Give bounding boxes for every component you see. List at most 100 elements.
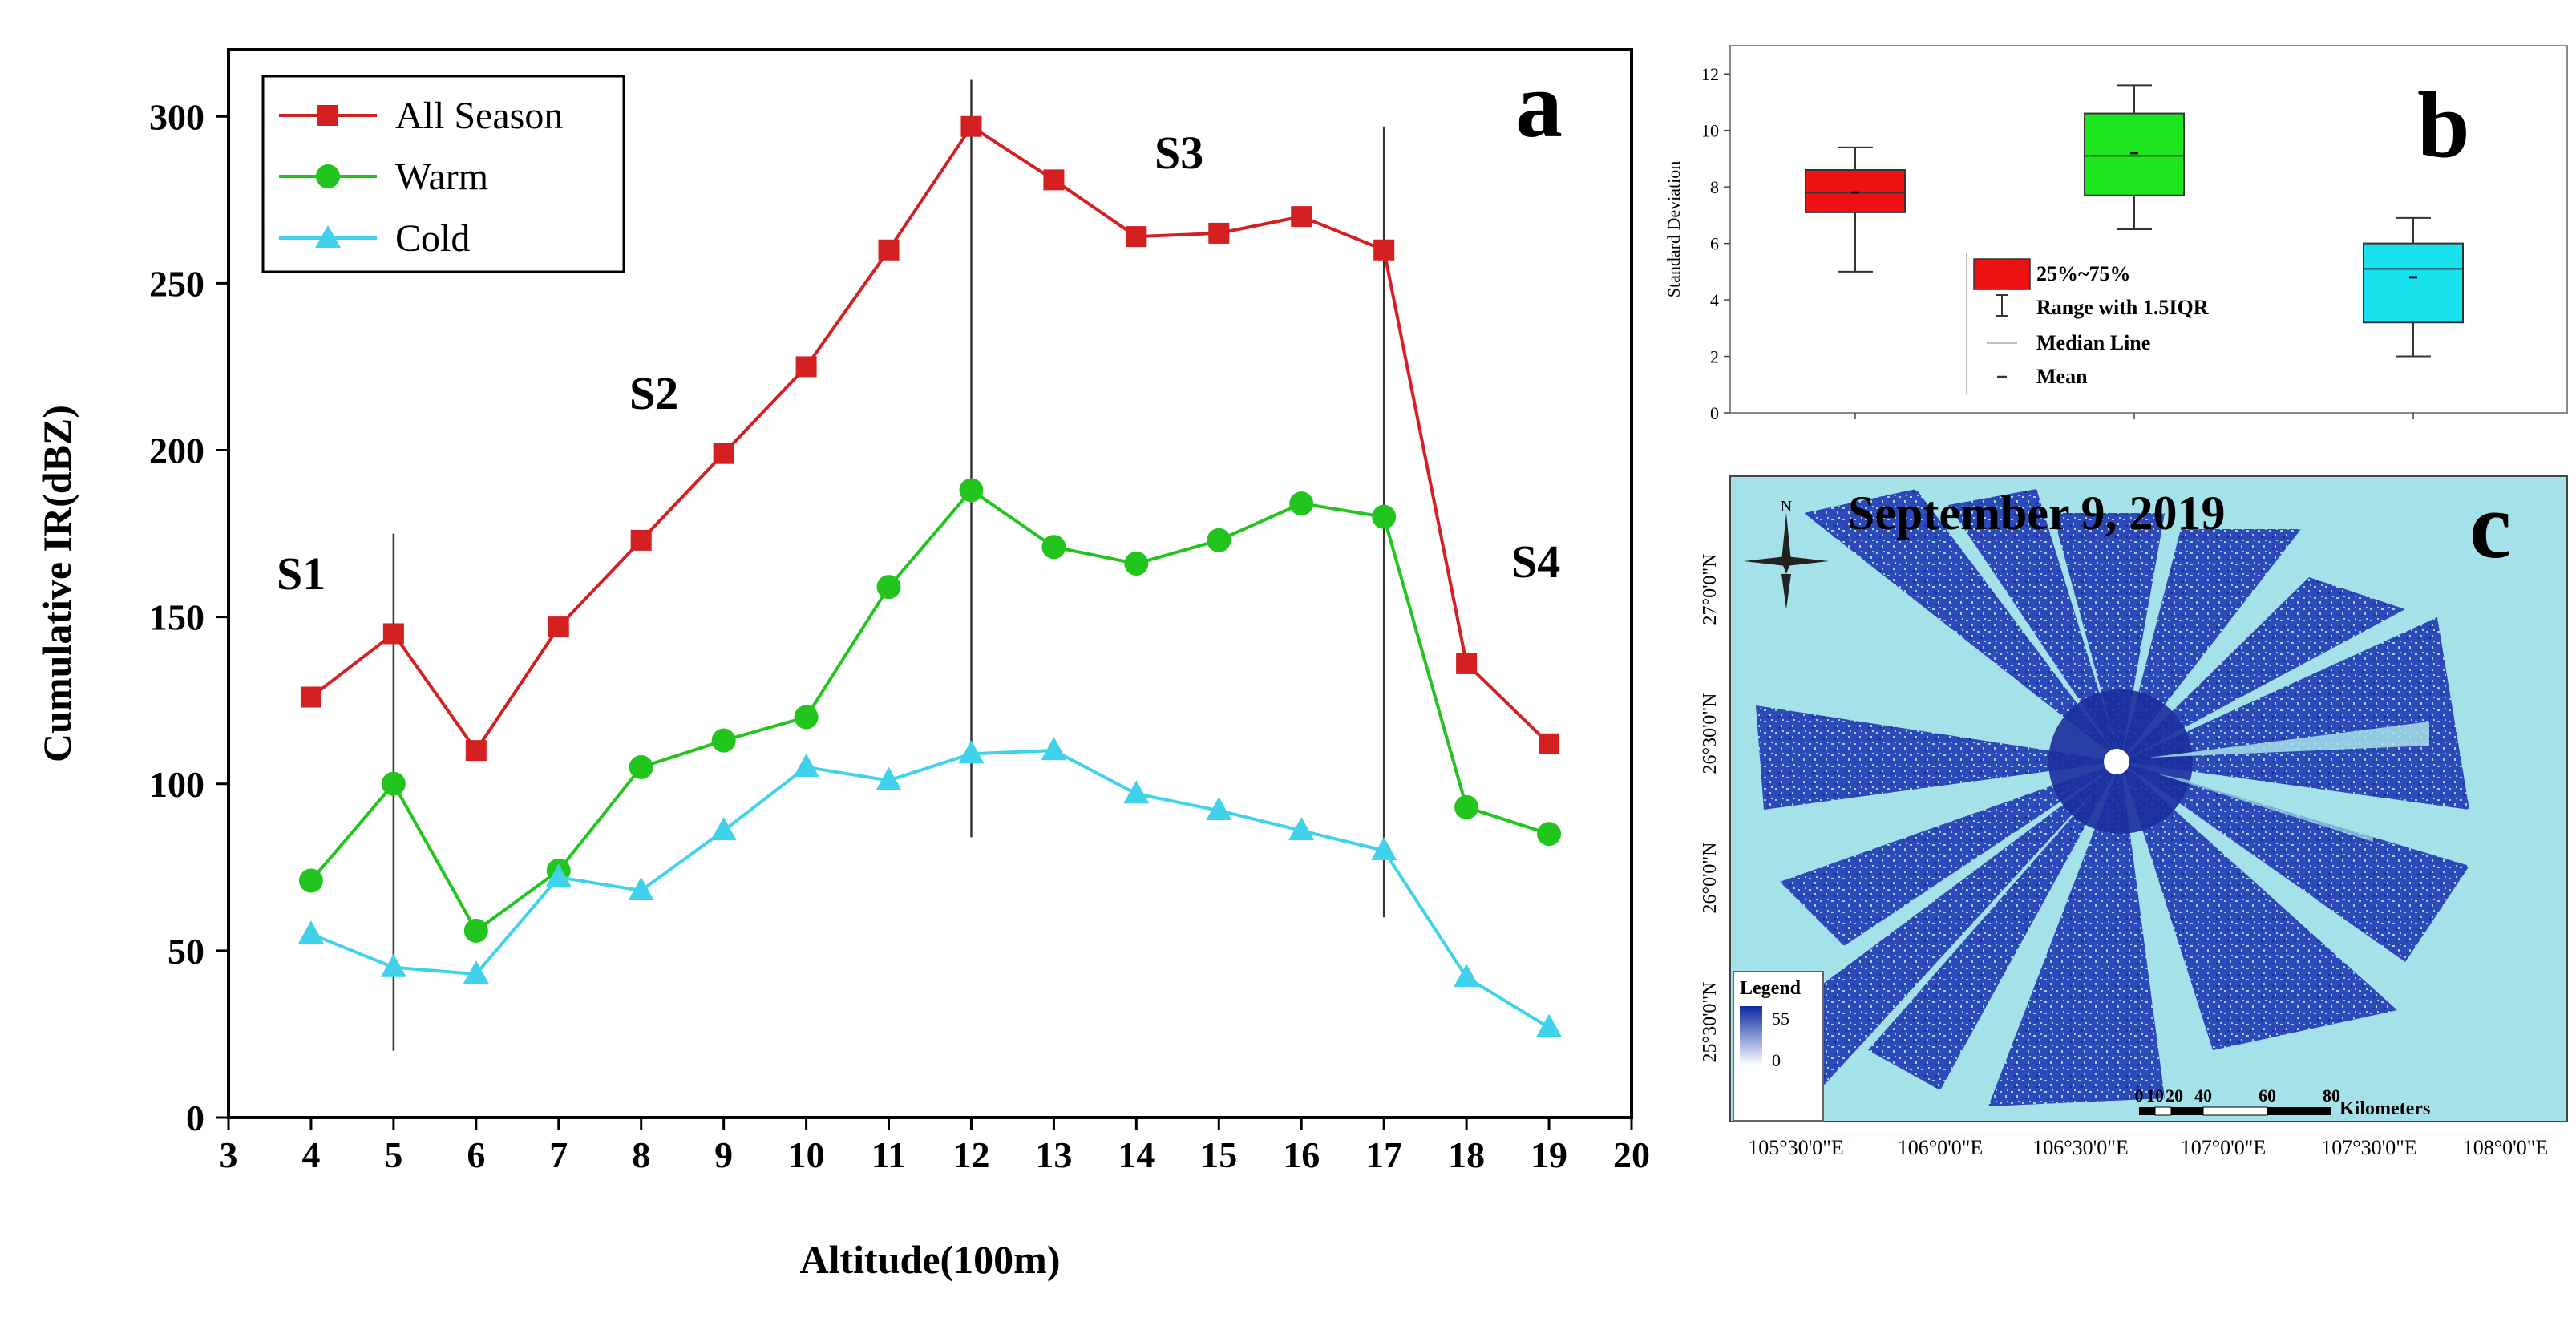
x-tick-label: 16 <box>1283 1134 1320 1175</box>
lat-label-27-0: 27°0'0"N <box>1700 553 1721 625</box>
x-tick-label: 6 <box>467 1134 485 1175</box>
data-point-cold <box>1041 737 1067 761</box>
panel-b-box-chart: 0 2 4 6 8 10 12 Standard Deviation b 25%~75% R… <box>1664 45 2568 423</box>
data-point-all-season <box>878 239 900 261</box>
legend-marker-all-season <box>317 105 338 126</box>
y-tick-label: 0 <box>186 1098 204 1138</box>
data-point-all-season <box>465 740 487 762</box>
scale-unit-label: Kilometers <box>2339 1098 2430 1119</box>
x-tick-label: 5 <box>384 1134 402 1175</box>
legend-label-range: Range with 1.5IQR <box>2036 296 2209 319</box>
scale-tick-40: 40 <box>2194 1085 2212 1106</box>
x-tick-label: 20 <box>1613 1134 1650 1175</box>
annotation-s2: S2 <box>629 367 678 419</box>
lon-label-107-0: 107°0'0"E <box>2181 1136 2267 1159</box>
data-point-cold <box>876 766 902 790</box>
data-point-cold <box>1371 837 1397 860</box>
plot-b-boxes <box>1805 84 2464 358</box>
plot-b-legend: 25%~75% Range with 1.5IQR Median Line Me… <box>1966 253 2209 394</box>
data-point-cold <box>1123 780 1150 804</box>
data-point-cold <box>463 960 489 984</box>
x-tick-label: 10 <box>788 1134 825 1175</box>
lon-label-106-30: 106°30'0"E <box>2032 1136 2129 1159</box>
data-point-warm <box>1207 528 1231 552</box>
data-point-all-season <box>1373 239 1395 261</box>
data-point-all-season <box>713 443 734 464</box>
legend-label-median: Median Line <box>2036 331 2150 354</box>
data-point-warm <box>298 868 323 893</box>
data-point-all-season <box>1291 206 1312 228</box>
data-point-all-season <box>630 529 652 551</box>
lat-label-26-0: 26°0'0"N <box>1700 842 1721 913</box>
data-point-warm <box>959 478 984 503</box>
x-tick-label: 17 <box>1365 1134 1402 1175</box>
y-tick-label: 100 <box>149 764 204 805</box>
data-point-all-season <box>300 686 321 708</box>
lon-label-105-30: 105°30'0"E <box>1748 1136 1844 1159</box>
box-iqr <box>2084 112 2185 196</box>
x-axis-title: Altitude(100m) <box>800 1237 1061 1282</box>
data-point-warm <box>1537 822 1562 847</box>
data-point-all-season <box>1208 222 1230 244</box>
scale-tick-0: 0 <box>2135 1085 2144 1106</box>
series-line-all-season <box>309 123 1551 754</box>
y-tick-label: 150 <box>149 597 204 638</box>
data-point-cold <box>1288 817 1315 841</box>
data-point-warm <box>463 918 488 943</box>
lat-label-26-30: 26°30'0"N <box>1700 693 1721 774</box>
y-tick-label: 50 <box>168 931 204 972</box>
x-tick-label: 19 <box>1531 1134 1567 1175</box>
x-tick-label: 11 <box>871 1134 906 1175</box>
plot-b-y-axis-title: Standard Deviation <box>1664 161 1684 297</box>
y-tick-label: 4 <box>1710 290 1719 310</box>
lon-label-107-30: 107°30'0"E <box>2321 1136 2417 1159</box>
data-point-warm <box>1124 552 1149 576</box>
x-tick-label: 12 <box>952 1134 989 1175</box>
data-point-cold <box>958 740 985 764</box>
data-point-all-season <box>960 115 982 137</box>
legend-label-all-season: All Season <box>395 95 563 137</box>
x-tick-label: 3 <box>220 1134 238 1175</box>
x-tick-label: 7 <box>549 1134 568 1175</box>
scale-tick-10: 10 <box>2146 1085 2164 1106</box>
legend-label-warm: Warm <box>395 156 488 198</box>
north-label: N <box>1781 498 1792 515</box>
y-tick-label: 2 <box>1710 347 1719 367</box>
series-line-warm <box>309 487 1550 933</box>
plot-b-frame <box>1729 45 2568 414</box>
data-point-cold <box>1206 797 1232 821</box>
y-tick-label: 250 <box>149 263 204 304</box>
data-point-warm <box>1289 491 1314 516</box>
x-tick-label: 4 <box>301 1134 320 1175</box>
data-point-all-season <box>548 616 569 638</box>
panel-a-line-chart: 3 4 5 6 7 8 9 10 11 12 13 14 15 16 17 18 19 2005010015020… <box>34 48 1650 1282</box>
data-point-warm <box>629 754 653 779</box>
scale-tick-20: 20 <box>2166 1085 2183 1106</box>
plot-a-frame <box>227 48 1633 1119</box>
annotation-s4: S4 <box>1511 536 1560 588</box>
map-scale-bar: 0 10 20 40 60 80 Kilometers <box>2135 1085 2431 1119</box>
scale-tick-60: 60 <box>2259 1085 2276 1106</box>
data-point-warm <box>1372 504 1397 529</box>
map-legend-max: 55 <box>1772 1009 1789 1029</box>
y-axis-title: Cumulative IR(dBZ) <box>34 405 79 762</box>
map-legend-ramp <box>1740 1006 1762 1065</box>
data-point-warm <box>381 771 406 796</box>
series-line-cold <box>310 749 1551 1029</box>
data-point-cold <box>793 753 819 777</box>
lon-label-108-0: 108°0'0"E <box>2463 1136 2549 1159</box>
scale-tick-80: 80 <box>2323 1085 2340 1106</box>
x-tick-label: 15 <box>1200 1134 1237 1175</box>
map-legend-title: Legend <box>1740 978 1802 999</box>
legend-label-iqr: 25%~75% <box>2036 262 2131 285</box>
data-point-all-season <box>1456 653 1478 674</box>
y-tick-label: 200 <box>149 431 204 471</box>
panel-b-label: b <box>2417 72 2470 177</box>
data-point-cold <box>1454 964 1480 988</box>
map-frame <box>1729 475 2568 1122</box>
data-point-all-season <box>795 356 817 378</box>
plot-b-ticks: 0 2 4 6 8 10 12 <box>1701 64 2414 423</box>
data-point-cold <box>628 876 654 900</box>
y-tick-label: 12 <box>1701 64 1719 84</box>
